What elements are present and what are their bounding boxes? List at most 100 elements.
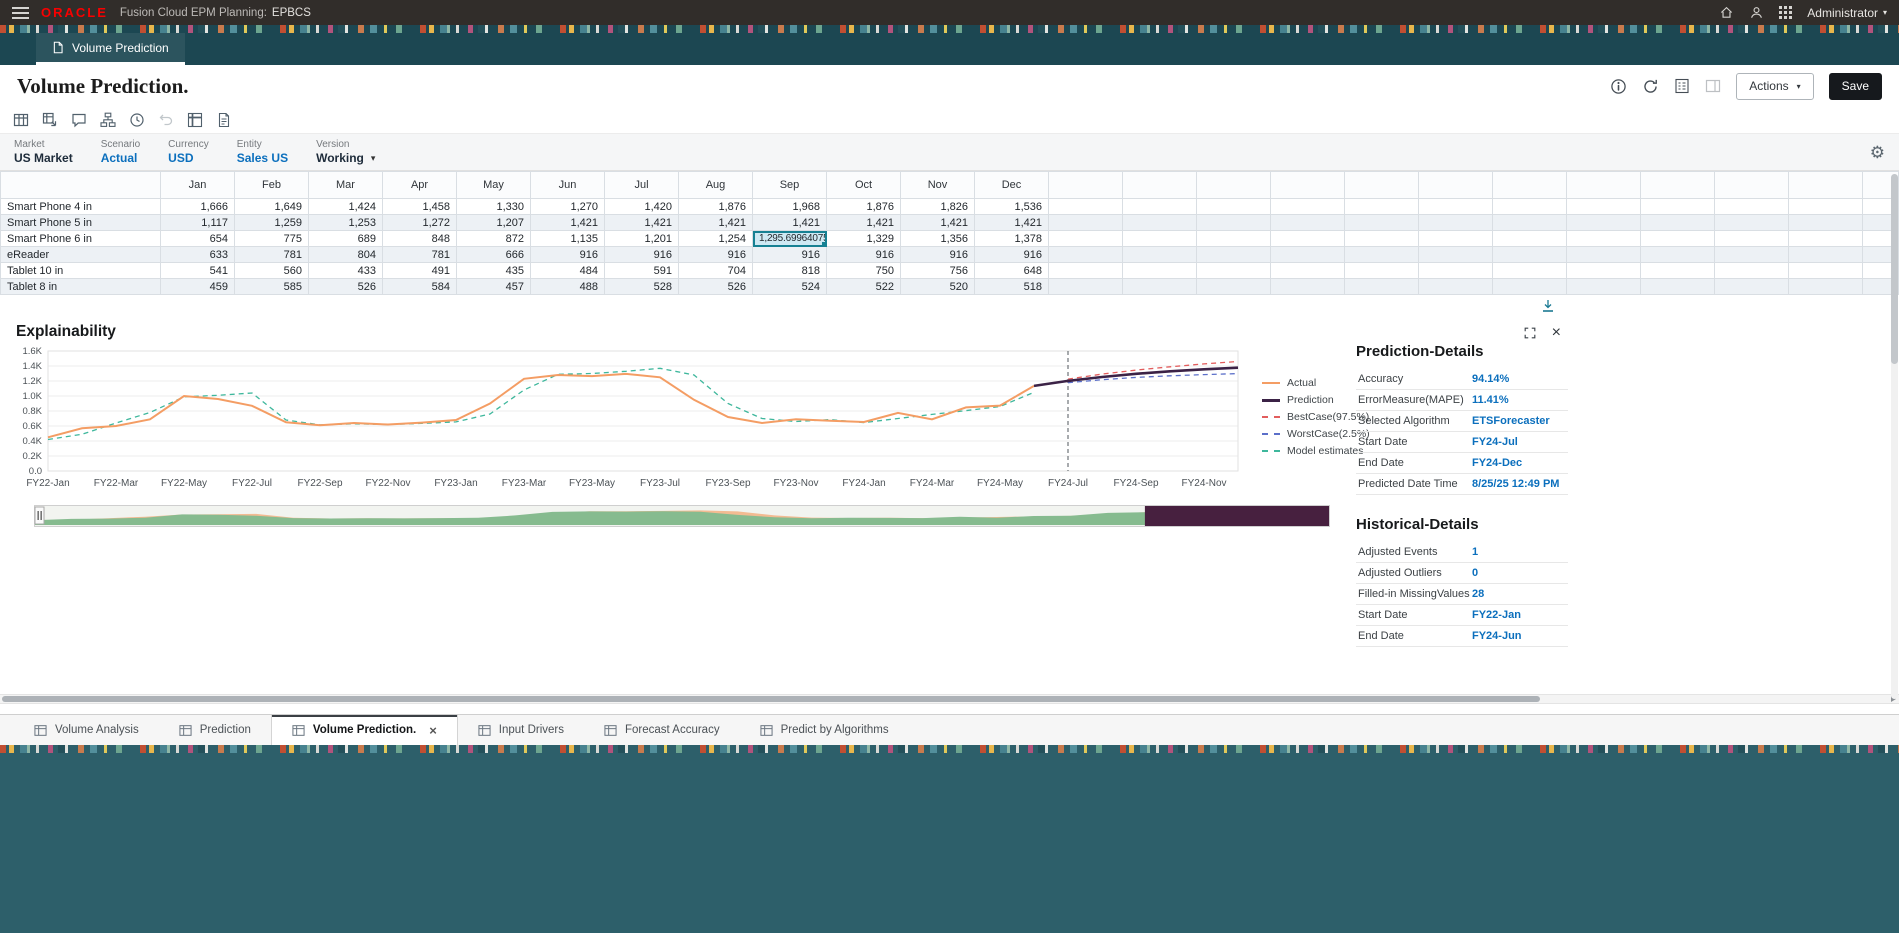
grid-cell[interactable]: 750 [826, 262, 901, 279]
column-header-sep[interactable]: Sep [752, 171, 827, 199]
tab-forecast-accuracy[interactable]: Forecast Accuracy [584, 715, 740, 745]
grid-cell[interactable]: 1,270 [530, 198, 605, 215]
validate-icon[interactable] [1674, 78, 1690, 94]
grid-cell[interactable]: 484 [530, 262, 605, 279]
data-grid-icon[interactable] [13, 112, 29, 128]
grid-cell[interactable]: 585 [234, 278, 309, 295]
grid-cell[interactable]: 916 [900, 246, 975, 263]
pov-entity[interactable]: Entity Sales US [237, 139, 288, 165]
member-hierarchy-icon[interactable] [100, 112, 116, 128]
close-tab-icon[interactable]: × [429, 722, 437, 738]
grid-cell[interactable]: 916 [530, 246, 605, 263]
grid-cell[interactable]: 491 [382, 262, 457, 279]
grid-cell[interactable]: 1,421 [530, 214, 605, 231]
grid-cell[interactable]: 591 [604, 262, 679, 279]
grid-cell[interactable]: 520 [900, 278, 975, 295]
close-icon[interactable]: × [1551, 324, 1561, 341]
pov-market[interactable]: Market US Market [14, 139, 73, 165]
column-header-oct[interactable]: Oct [826, 171, 901, 199]
grid-cell[interactable]: 781 [234, 246, 309, 263]
undo-icon[interactable] [158, 112, 174, 128]
adhoc-grid-icon[interactable] [42, 112, 58, 128]
pov-scenario[interactable]: Scenario Actual [101, 139, 140, 165]
grid-cell[interactable]: 916 [604, 246, 679, 263]
expand-icon[interactable] [1523, 326, 1537, 340]
grid-cell[interactable]: 518 [974, 278, 1049, 295]
row-header[interactable]: Tablet 8 in [0, 278, 161, 295]
grid-cell[interactable]: 689 [308, 230, 383, 247]
home-icon[interactable] [1719, 5, 1734, 20]
legend-prediction[interactable]: Prediction [1262, 394, 1370, 406]
grid-cell[interactable]: 916 [974, 246, 1049, 263]
vertical-scrollbar-thumb[interactable] [1891, 174, 1898, 364]
grid-cell[interactable]: 775 [234, 230, 309, 247]
grid-cell[interactable]: 781 [382, 246, 457, 263]
grid-cell[interactable]: 526 [678, 278, 753, 295]
column-header-dec[interactable]: Dec [974, 171, 1049, 199]
legend-actual[interactable]: Actual [1262, 377, 1370, 389]
grid-cell[interactable]: 648 [974, 262, 1049, 279]
row-header[interactable]: Smart Phone 5 in [0, 214, 161, 231]
grid-cell[interactable]: 488 [530, 278, 605, 295]
scroll-right-arrow[interactable] [1891, 696, 1896, 702]
grid-cell[interactable]: 872 [456, 230, 531, 247]
grid-cell[interactable]: 1,254 [678, 230, 753, 247]
grid-cell[interactable]: 1,876 [678, 198, 753, 215]
grid-cell[interactable]: 1,135 [530, 230, 605, 247]
grid-cell[interactable]: 1,329 [826, 230, 901, 247]
grid-cell[interactable]: 459 [160, 278, 235, 295]
grid-cell[interactable]: 1,201 [604, 230, 679, 247]
grid-cell[interactable]: 1,378 [974, 230, 1049, 247]
grid-cell[interactable]: 1,421 [974, 214, 1049, 231]
grid-cell[interactable]: 1,421 [826, 214, 901, 231]
grid-cell[interactable]: 1,421 [604, 214, 679, 231]
grid-cell[interactable]: 1,207 [456, 214, 531, 231]
grid-cell[interactable]: 633 [160, 246, 235, 263]
dock-bottom-icon[interactable] [1540, 298, 1556, 314]
tab-predict-by-algorithms[interactable]: Predict by Algorithms [740, 715, 909, 745]
user-icon[interactable] [1749, 5, 1764, 20]
grid-cell[interactable]: 1,424 [308, 198, 383, 215]
tab-input-drivers[interactable]: Input Drivers [458, 715, 584, 745]
grid-cell[interactable]: 1,356 [900, 230, 975, 247]
comments-icon[interactable] [71, 112, 87, 128]
grid-cell[interactable]: 1,272 [382, 214, 457, 231]
grid-cell[interactable]: 916 [678, 246, 753, 263]
column-header-may[interactable]: May [456, 171, 531, 199]
column-header-feb[interactable]: Feb [234, 171, 309, 199]
tab-volume-prediction[interactable]: Volume Prediction. × [270, 715, 458, 745]
grid-cell[interactable]: 916 [826, 246, 901, 263]
grid-cell[interactable]: 1,826 [900, 198, 975, 215]
grid-cell[interactable]: 526 [308, 278, 383, 295]
grid-cell[interactable]: 1,666 [160, 198, 235, 215]
row-header[interactable]: Smart Phone 6 in [0, 230, 161, 247]
actions-button[interactable]: Actions ▾ [1736, 72, 1814, 100]
grid-cell[interactable]: 560 [234, 262, 309, 279]
grid-cell[interactable]: 1,420 [604, 198, 679, 215]
grid-cell[interactable]: 818 [752, 262, 827, 279]
grid-cell[interactable]: 1,458 [382, 198, 457, 215]
grid-cell[interactable]: 1,259 [234, 214, 309, 231]
info-icon[interactable] [1610, 78, 1627, 95]
report-icon[interactable] [216, 112, 232, 128]
grid-cell[interactable]: 704 [678, 262, 753, 279]
range-selector[interactable] [34, 505, 1330, 527]
freeze-icon[interactable] [187, 112, 203, 128]
gear-icon[interactable]: ⚙ [1869, 142, 1885, 162]
row-header[interactable]: Smart Phone 4 in [0, 198, 161, 215]
grid-cell[interactable]: 1,421 [752, 214, 827, 231]
user-menu[interactable]: Administrator ▾ [1807, 6, 1887, 20]
grid-cell[interactable]: 435 [456, 262, 531, 279]
column-header-jul[interactable]: Jul [604, 171, 679, 199]
panel-icon[interactable] [1705, 78, 1721, 94]
row-header[interactable]: eReader [0, 246, 161, 263]
document-tab-volume-prediction[interactable]: Volume Prediction [36, 33, 185, 65]
row-header[interactable]: Tablet 10 in [0, 262, 161, 279]
grid-cell[interactable]: 528 [604, 278, 679, 295]
grid-cell[interactable]: 1,421 [678, 214, 753, 231]
grid-cell[interactable]: 916 [752, 246, 827, 263]
grid-cell[interactable]: 654 [160, 230, 235, 247]
save-button[interactable]: Save [1828, 72, 1882, 100]
horizontal-scrollbar-thumb[interactable] [2, 696, 1540, 702]
grid-cell[interactable]: 541 [160, 262, 235, 279]
